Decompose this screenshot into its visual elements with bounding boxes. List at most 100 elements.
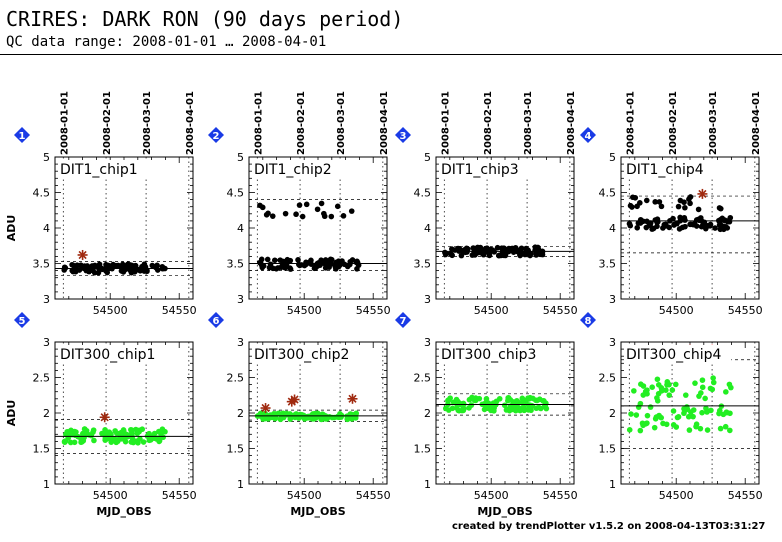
data-point [523, 245, 530, 252]
data-point [81, 434, 87, 441]
data-point [666, 392, 673, 398]
panel-title-bg [439, 345, 547, 363]
y-tick-label: 3.5 [414, 258, 432, 271]
outlier-stroke [100, 413, 109, 422]
data-point [273, 265, 280, 272]
data-point [63, 431, 69, 438]
data-point [649, 226, 655, 232]
data-point [695, 206, 702, 213]
data-point [312, 265, 319, 271]
data-point [639, 420, 646, 427]
data-point [647, 220, 654, 226]
data-point [666, 381, 672, 388]
data-point [652, 199, 658, 205]
data-point [494, 244, 501, 251]
outlier-marker [99, 412, 110, 423]
badge-diamond [208, 127, 224, 143]
y-tick-label: 1 [424, 478, 431, 491]
data-point [631, 388, 637, 394]
data-point [297, 411, 304, 418]
y-tick-label: 3 [424, 336, 431, 349]
panel-title-bg [58, 160, 148, 178]
data-point [685, 413, 692, 420]
data-point [501, 402, 508, 409]
data-point [151, 430, 158, 437]
badge-diamond [580, 127, 596, 143]
x-tick-label: 54500 [93, 304, 128, 317]
data-point [680, 215, 686, 222]
data-point [449, 405, 456, 412]
data-point [520, 404, 527, 410]
data-point [722, 224, 729, 230]
y-tick-label: 4 [237, 222, 244, 235]
data-point [102, 427, 108, 433]
panel-number-badge: 7 [395, 312, 411, 328]
x-tick-label: 54550 [543, 489, 578, 502]
data-point [638, 381, 644, 387]
chart-panel-1: 3 3.5 4 4.5 5 54500 54550 DIT1_chip1 1 ADU 2008-01… [5, 91, 197, 317]
data-point [716, 407, 723, 414]
y-tick-label: 3 [609, 293, 616, 306]
data-point [658, 388, 665, 394]
x-axis-label: MJD_OBS [96, 505, 151, 518]
plot-frame [248, 156, 388, 300]
data-point [307, 415, 313, 421]
data-point [278, 264, 285, 271]
date-tick-label: 2008-01-01 [253, 91, 264, 155]
y-tick-label: 3.5 [33, 258, 51, 271]
data-point [296, 202, 303, 208]
date-tick-label: 2008-04-01 [185, 91, 196, 155]
x-tick-label: 54550 [543, 304, 578, 317]
chart-panel-3: 3 3.5 4 4.5 5 54500 54550 DIT1_chip3 3 2008-01-01… [395, 91, 578, 317]
outlier-stroke [261, 403, 270, 413]
data-point [644, 412, 651, 419]
date-tick-label: 2008-01-01 [440, 91, 451, 155]
badge-label: 2 [213, 131, 220, 142]
data-point [686, 196, 692, 202]
data-point [156, 438, 162, 445]
data-point [335, 262, 342, 269]
y-tick-label: 3 [424, 293, 431, 306]
y-axis-label: ADU [5, 400, 18, 427]
data-point [670, 408, 677, 414]
panel-title-bg [624, 160, 714, 178]
data-point [682, 392, 689, 398]
data-point [690, 407, 697, 413]
data-point [74, 262, 80, 268]
date-tick-label: 2008-04-01 [379, 91, 390, 155]
data-point [328, 258, 334, 264]
data-point [712, 225, 718, 231]
y-tick-label: 3.5 [227, 258, 245, 271]
data-point [697, 425, 704, 432]
data-point [707, 221, 714, 228]
data-point [122, 438, 129, 445]
data-point [533, 405, 540, 412]
x-tick-label: 54500 [287, 304, 322, 317]
data-point [527, 250, 534, 257]
data-point [137, 436, 143, 442]
data-point [670, 422, 677, 428]
data-point [259, 264, 266, 271]
outlier-marker [347, 393, 358, 404]
plot-frame [435, 341, 575, 485]
y-tick-label: 5 [609, 151, 616, 164]
date-tick-label: 2008-03-01 [336, 91, 347, 155]
chart-panel-5: 1 1.5 2 2.5 3 54500 54550 DIT300_chip1 5 ADU MJD_O… [5, 312, 197, 518]
data-point [271, 257, 278, 264]
y-tick-label: 1 [43, 478, 50, 491]
data-point [287, 416, 294, 422]
badge-diamond [208, 312, 224, 328]
panel-number-badge: 4 [580, 127, 596, 143]
data-point [91, 437, 97, 444]
page-subtitle: QC data range: 2008-01-01 … 2008-04-01 [6, 34, 327, 50]
y-tick-label: 3 [609, 336, 616, 349]
data-point [512, 407, 519, 414]
data-point [656, 199, 663, 205]
data-point [692, 380, 698, 386]
y-tick-label: 5 [43, 151, 50, 164]
data-point [456, 245, 463, 252]
data-point [710, 375, 716, 381]
data-point [509, 245, 515, 252]
data-point [722, 423, 729, 430]
data-point [634, 203, 640, 210]
